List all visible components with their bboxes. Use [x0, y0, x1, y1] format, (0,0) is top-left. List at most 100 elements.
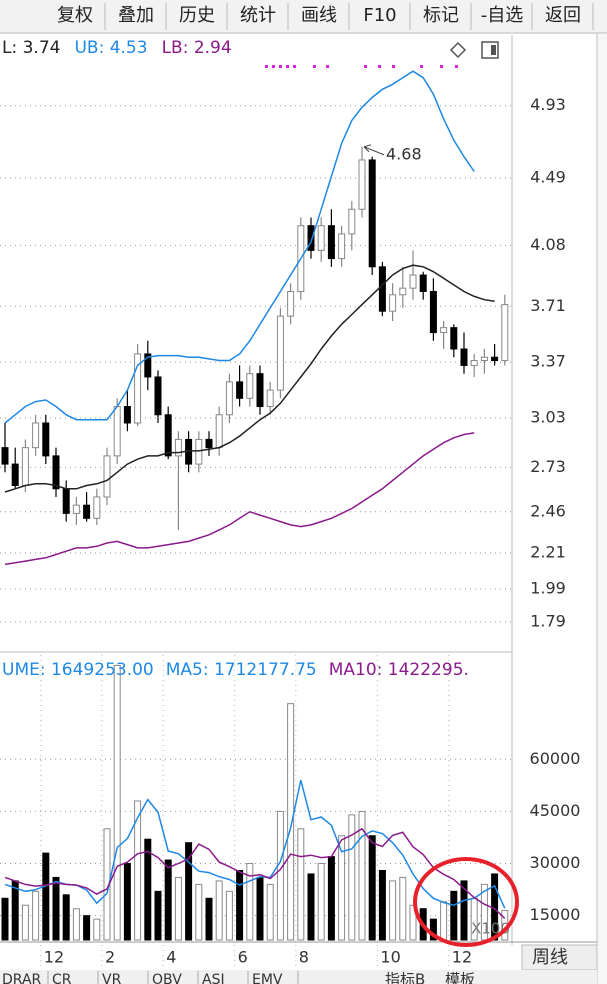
volume-up: [348, 814, 356, 941]
volume-up: [399, 876, 407, 941]
volume-up: [174, 876, 182, 941]
volume-up: [266, 883, 274, 941]
volume-up: [93, 918, 101, 941]
y-tick-label: 3.37: [530, 352, 566, 371]
toolbar-button[interactable]: 统计: [240, 5, 276, 26]
toolbar-button[interactable]: 画线: [301, 5, 337, 26]
volume-up: [215, 880, 223, 941]
candle-up: [399, 287, 407, 296]
candle-down: [419, 274, 427, 292]
toolbar-button[interactable]: 叠加: [118, 5, 154, 26]
volume-up: [21, 904, 29, 941]
volume-down: [450, 890, 458, 941]
candle-up: [174, 438, 182, 457]
volume-up: [440, 901, 448, 941]
volume-down: [236, 869, 244, 941]
candle-down: [83, 504, 91, 519]
candle-down: [52, 455, 60, 490]
candle-down: [62, 488, 70, 514]
candle-up: [225, 381, 233, 416]
x-tick-label: 12: [452, 948, 472, 967]
y-tick-label: 15000: [530, 905, 581, 924]
tab-button[interactable]: 指标B: [385, 971, 425, 984]
indicator-line: [4, 264, 495, 493]
y-tick-label: 4.08: [530, 235, 566, 254]
candle-down: [307, 225, 315, 251]
candle-down: [42, 422, 50, 457]
candle-up: [348, 208, 356, 235]
y-tick-label: 3.71: [530, 296, 566, 315]
toolbar-button[interactable]: 历史: [179, 5, 215, 26]
volume-up: [134, 800, 142, 941]
toolbar-button[interactable]: -自选: [481, 5, 524, 26]
indicator-tab[interactable]: VR: [102, 972, 122, 984]
signal-dots: [265, 65, 458, 68]
candle-up: [32, 422, 40, 449]
indicator-line: [4, 70, 475, 424]
volume-up: [246, 863, 254, 941]
candle-up: [93, 496, 101, 519]
indicator-line: [4, 432, 475, 566]
toolbar-button[interactable]: F10: [363, 5, 396, 26]
volume-up: [297, 828, 305, 941]
candle-down: [491, 356, 499, 362]
candle-up: [358, 159, 366, 210]
legend-entry: L: 3.74: [2, 38, 60, 58]
toolbar-button[interactable]: 标记: [423, 5, 459, 26]
legend-entry: MA5: 1712177.75: [166, 660, 317, 680]
candle-down: [327, 225, 335, 260]
toolbar-bg: [0, 0, 607, 33]
x-tick-label: 12: [44, 948, 64, 967]
y-tick-label: 45000: [530, 801, 581, 820]
tabs: DRAR CR VR OBV ASI EMV 指标B 模板: [2, 971, 475, 984]
volume-down: [185, 842, 193, 941]
legend-entry: UB: 4.53: [74, 38, 147, 58]
candle-up: [195, 438, 203, 465]
candle-down: [368, 159, 376, 268]
toolbar-button[interactable]: 复权: [57, 5, 93, 26]
volume-down: [1, 897, 9, 941]
window-icon[interactable]: [481, 41, 499, 59]
tab-button[interactable]: 模板: [445, 971, 475, 984]
candle-up: [338, 233, 346, 260]
window-icon-fill: [491, 45, 496, 55]
candle-up: [266, 389, 274, 408]
volume-up: [72, 908, 80, 941]
candle-down: [378, 266, 386, 312]
period-box[interactable]: [521, 944, 598, 971]
candle-down: [450, 327, 458, 350]
volume-down: [52, 876, 60, 941]
volume-up: [276, 810, 284, 941]
diamond-icon[interactable]: [449, 41, 467, 59]
volume-down: [123, 863, 131, 941]
toolbar-button[interactable]: 返回: [545, 5, 581, 26]
candle-down: [429, 290, 437, 334]
candle-down: [11, 463, 19, 486]
period-label[interactable]: 周线: [532, 947, 568, 968]
indicator-tab[interactable]: DRAR: [2, 972, 42, 984]
candle-down: [144, 353, 152, 378]
y-tick-label: 1.79: [530, 611, 566, 630]
volume-up: [358, 810, 366, 941]
volume-down: [164, 859, 172, 941]
candle-up: [113, 406, 121, 457]
indicator-tab[interactable]: OBV: [152, 972, 182, 984]
indicator-tab[interactable]: CR: [52, 972, 72, 984]
volume-up: [480, 883, 488, 941]
candle-down: [1, 447, 9, 465]
indicator-tab[interactable]: ASI: [202, 972, 225, 984]
volume-down: [307, 873, 315, 941]
volume-down: [378, 869, 386, 941]
candle-down: [123, 406, 131, 424]
y-tick-label: 30000: [530, 853, 581, 872]
indicator-tab[interactable]: EMV: [252, 972, 283, 984]
candle-up: [246, 373, 254, 399]
volume-down: [11, 880, 19, 941]
annotation: 4.68: [386, 144, 422, 163]
x-tick-label: 4: [166, 948, 176, 967]
candle-up: [501, 304, 509, 362]
x-axis-band: [0, 945, 597, 970]
volume-down: [154, 890, 162, 941]
